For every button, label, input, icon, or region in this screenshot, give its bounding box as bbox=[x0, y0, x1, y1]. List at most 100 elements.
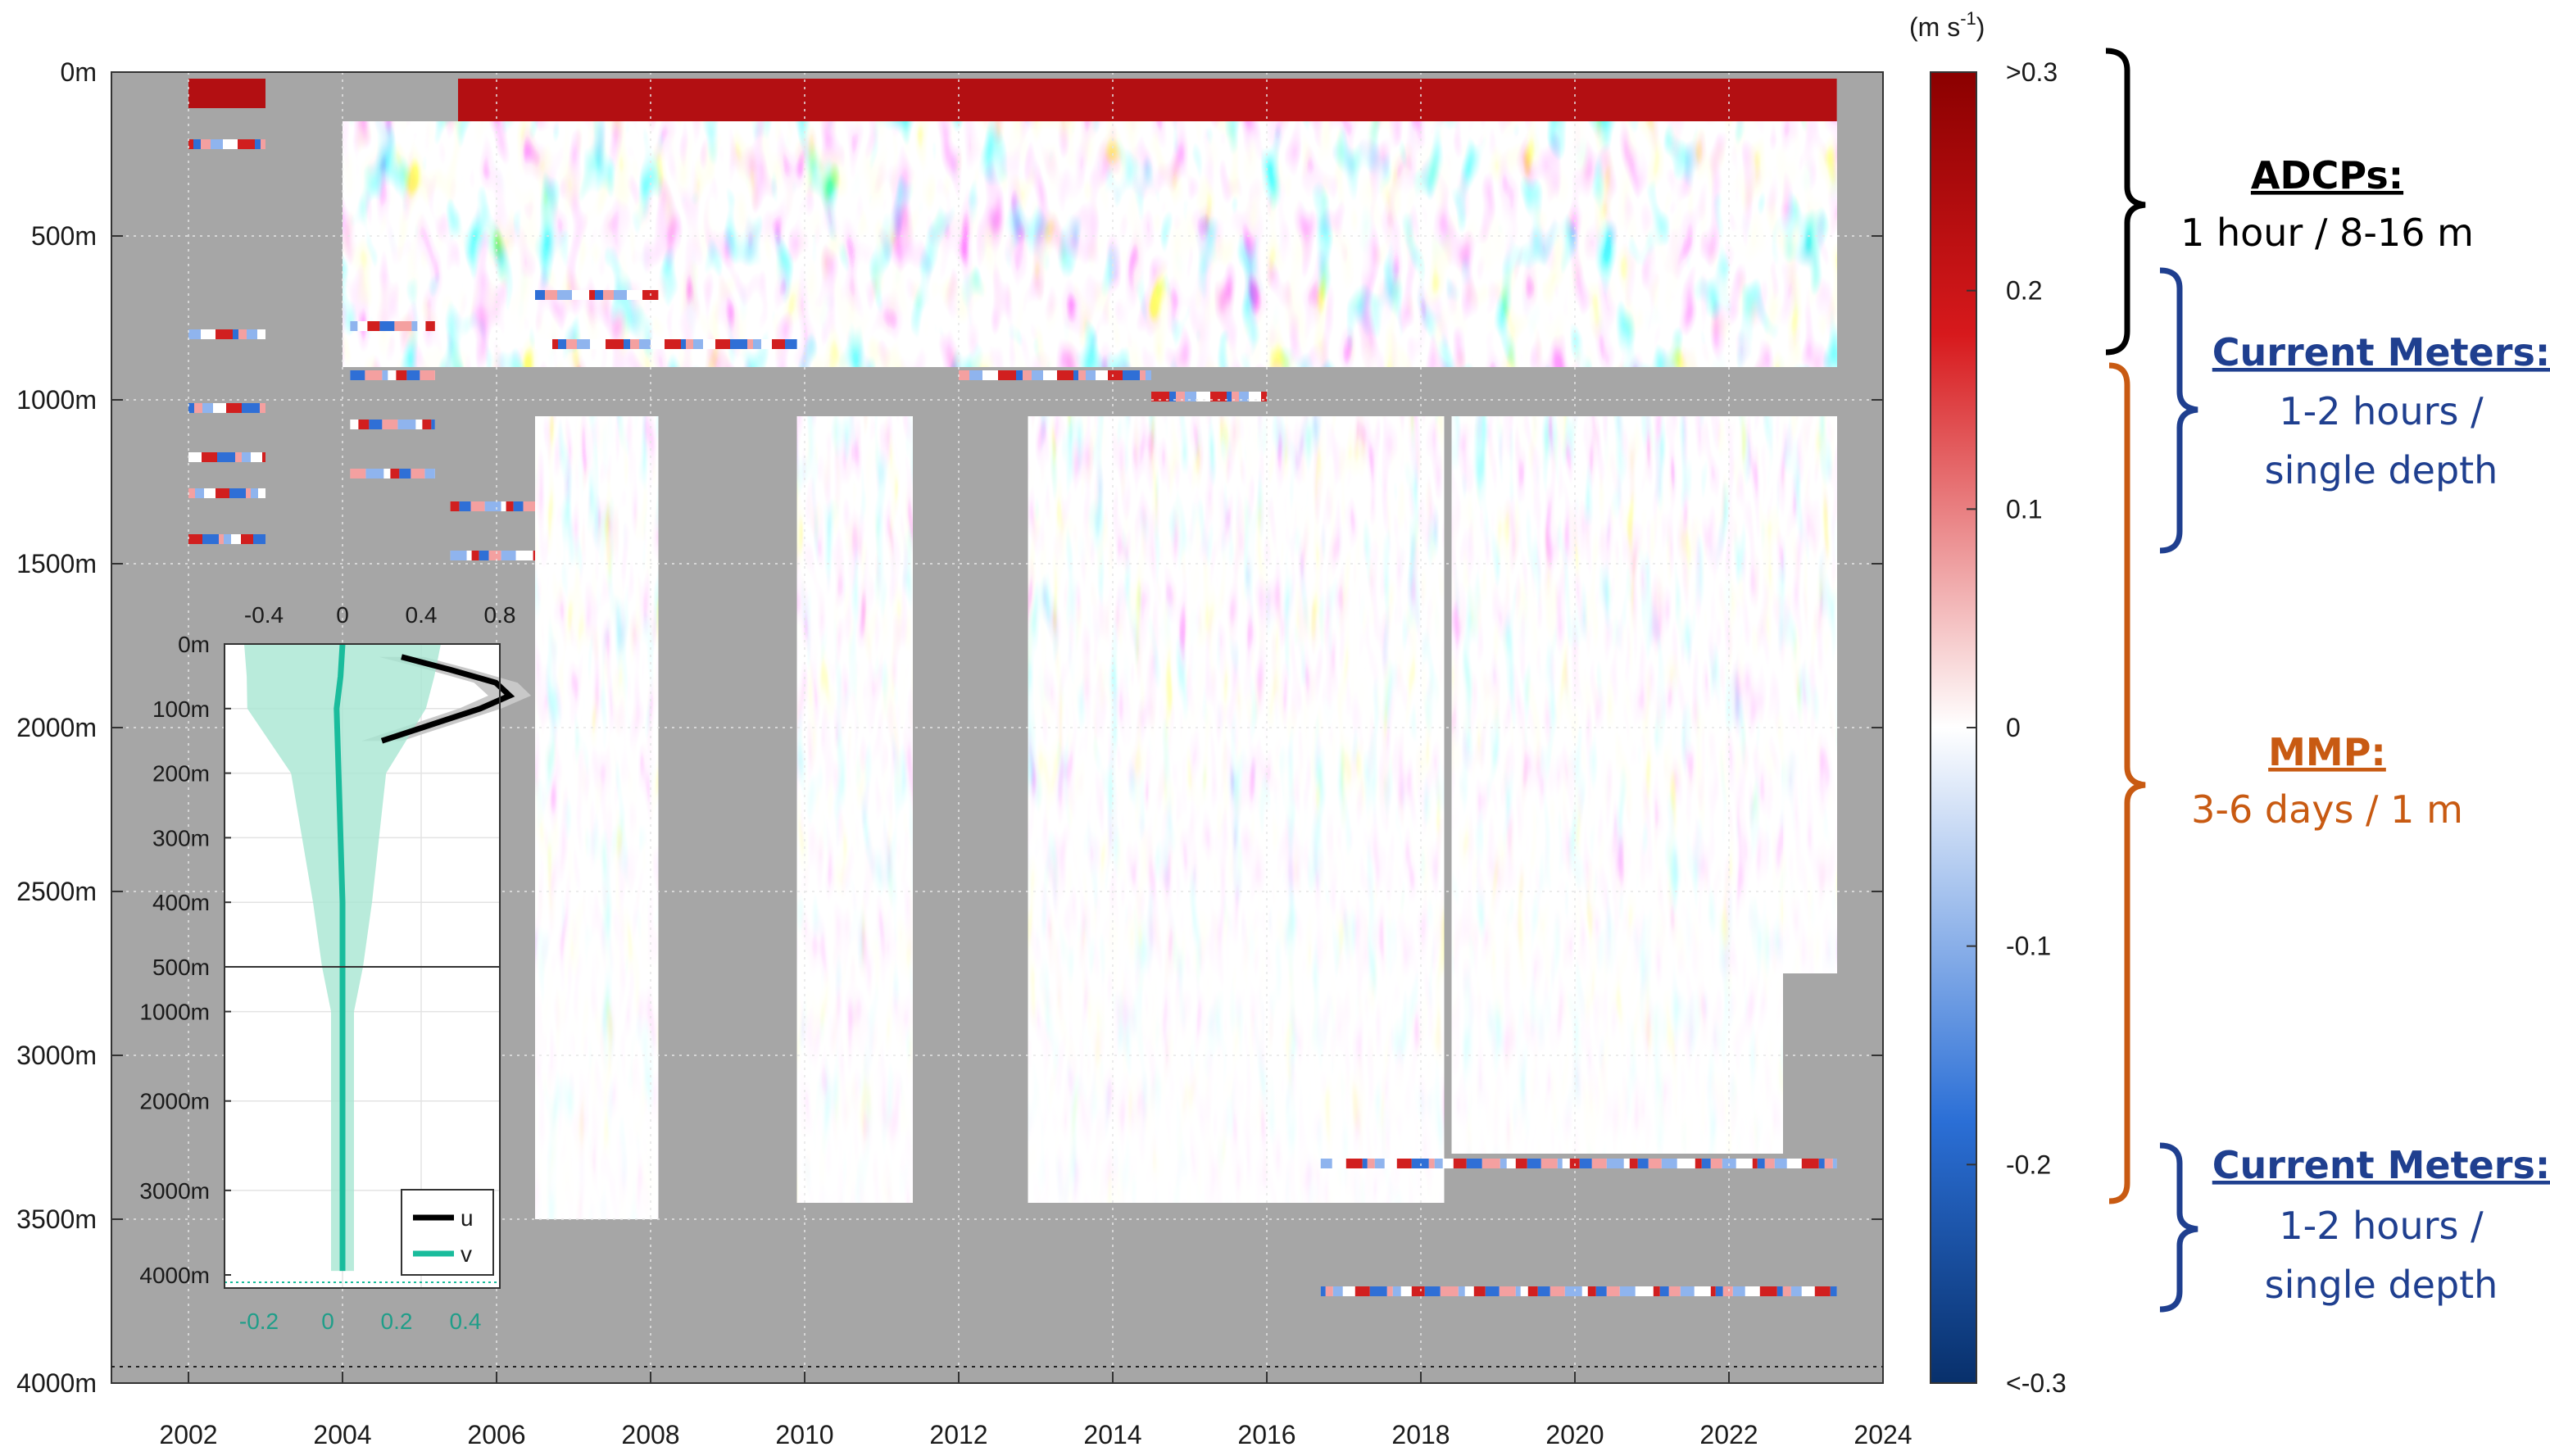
current-meters-upper-detail-2: single depth bbox=[2265, 448, 2498, 492]
mooring-line-1 bbox=[188, 329, 265, 339]
y-tick-label: 0m bbox=[61, 57, 97, 87]
mooring-line-8 bbox=[350, 420, 435, 429]
current-meters-upper-title: Current Meters: bbox=[2212, 330, 2550, 374]
x-axis-ticks: 2002 2004 2006 2008 2010 2012 2014 2016 2018 2020… bbox=[159, 1372, 1912, 1449]
adcp-detail: 1 hour / 8-16 m bbox=[2180, 211, 2474, 255]
mooring-line-7 bbox=[350, 370, 435, 380]
data-block-fade-7 bbox=[1782, 416, 1837, 973]
mooring-line-13 bbox=[535, 339, 797, 349]
colorbar-tick-label: 0.2 bbox=[2006, 276, 2042, 306]
x-tick-label: 2024 bbox=[1854, 1420, 1912, 1449]
current-meter-bracket-lower bbox=[2159, 1142, 2198, 1313]
inset-ticks: -0.4 0 0.4 0.8 -0.2 0 0.2 0.4 0m 100m 200m 300m 400m… bbox=[139, 602, 515, 1334]
current-meter-bracket-upper bbox=[2159, 267, 2198, 554]
y-tick-label: 3500m bbox=[16, 1204, 97, 1234]
velocity-data-blocks bbox=[188, 79, 1837, 1219]
colorbar-unit: (m s-1) bbox=[1909, 8, 1985, 42]
inset-top-tick: -0.4 bbox=[244, 602, 284, 628]
colorbar-tick-label: 0.1 bbox=[2006, 494, 2042, 524]
x-tick-label: 2008 bbox=[621, 1420, 679, 1449]
inset-upper-depth-tick: 100m bbox=[152, 696, 210, 722]
mooring-line-17 bbox=[1320, 1286, 1837, 1296]
inset-lower-depth-tick: 4000m bbox=[139, 1263, 210, 1288]
x-tick-label: 2004 bbox=[313, 1420, 371, 1449]
inset-legend bbox=[401, 1189, 494, 1276]
mooring-line-2 bbox=[188, 403, 265, 413]
x-tick-label: 2006 bbox=[467, 1420, 525, 1449]
mmp-title: MMP: bbox=[2268, 730, 2386, 774]
mooring-line-15 bbox=[1151, 392, 1267, 401]
inset-upper-depth-tick: 300m bbox=[152, 825, 210, 850]
mooring-line-4 bbox=[188, 488, 265, 498]
data-block-fade-5 bbox=[1028, 416, 1445, 1203]
legend-label-u: u bbox=[461, 1205, 474, 1231]
mooring-line-14 bbox=[959, 370, 1151, 380]
mooring-line-6 bbox=[350, 321, 435, 331]
inset-upper-depth-tick: 0m bbox=[178, 632, 210, 657]
inset-upper-depth-tick: 500m bbox=[152, 955, 210, 980]
mooring-line-11 bbox=[450, 551, 535, 560]
x-tick-label: 2010 bbox=[775, 1420, 833, 1449]
y-tick-label: 2500m bbox=[16, 877, 97, 906]
y-tick-label: 1500m bbox=[16, 549, 97, 578]
y-tick-label: 500m bbox=[31, 221, 97, 251]
inset-lower-depth-tick: 2000m bbox=[139, 1089, 210, 1114]
inset-bottom-tick: 0 bbox=[321, 1309, 334, 1334]
inset-bottom-tick: 0.4 bbox=[450, 1309, 482, 1334]
colorbar-tick-label: -0.2 bbox=[2006, 1150, 2051, 1179]
mooring-line-3 bbox=[188, 452, 265, 462]
v-series-line bbox=[333, 643, 346, 1272]
inset-top-tick: 0.8 bbox=[484, 602, 516, 628]
data-block-0 bbox=[188, 79, 265, 108]
y-tick-label: 3000m bbox=[16, 1041, 97, 1070]
x-tick-label: 2012 bbox=[929, 1420, 987, 1449]
data-block-1 bbox=[458, 79, 1837, 121]
colorbar-tick-label: >0.3 bbox=[2006, 57, 2058, 87]
inset-bottom-tick: 0.2 bbox=[381, 1309, 413, 1334]
adcp-bracket bbox=[2105, 48, 2146, 356]
current-meters-lower-detail-2: single depth bbox=[2265, 1263, 2498, 1307]
y-axis-ticks: 0m 500m 1000m 1500m 2000m 2500m 3000m 3500m 4000… bbox=[16, 57, 1883, 1398]
y-tick-label: 1000m bbox=[16, 385, 97, 415]
adcp-title: ADCPs: bbox=[2251, 153, 2403, 197]
mooring-line-16 bbox=[1320, 1159, 1837, 1168]
x-tick-label: 2018 bbox=[1391, 1420, 1450, 1449]
inset-upper-depth-tick: 200m bbox=[152, 761, 210, 787]
data-block-fade-4 bbox=[796, 416, 913, 1203]
mean-profile-inset: -0.4 0 0.4 0.8 -0.2 0 0.2 0.4 0m 100m 200m 300m 400m… bbox=[139, 602, 532, 1334]
x-tick-label: 2016 bbox=[1237, 1420, 1295, 1449]
current-meters-lower-title: Current Meters: bbox=[2212, 1143, 2550, 1187]
inset-bottom-tick: -0.2 bbox=[239, 1309, 279, 1334]
inset-upper-depth-tick: 400m bbox=[152, 890, 210, 915]
y-tick-label: 2000m bbox=[16, 713, 97, 742]
mooring-line-5 bbox=[188, 534, 265, 544]
current-meters-lower-detail-1: 1-2 hours / bbox=[2279, 1204, 2484, 1248]
data-block-fade-3 bbox=[535, 416, 659, 1219]
y-tick-label: 4000m bbox=[16, 1368, 97, 1398]
x-tick-label: 2022 bbox=[1699, 1420, 1758, 1449]
mmp-bracket bbox=[2108, 362, 2146, 1204]
mooring-records bbox=[188, 139, 1837, 1296]
mooring-line-9 bbox=[350, 469, 435, 479]
x-tick-label: 2020 bbox=[1545, 1420, 1604, 1449]
u-series-line bbox=[380, 654, 515, 744]
legend-label-v: v bbox=[461, 1241, 472, 1267]
annotation-brackets bbox=[2105, 48, 2198, 1313]
inset-top-tick: 0 bbox=[336, 602, 349, 628]
mooring-line-10 bbox=[450, 501, 535, 511]
x-tick-label: 2014 bbox=[1083, 1420, 1141, 1449]
mooring-line-12 bbox=[535, 290, 659, 300]
colorbar-tick-label: <-0.3 bbox=[2006, 1368, 2067, 1398]
current-meters-upper-detail-1: 1-2 hours / bbox=[2279, 389, 2484, 433]
colorbar-ticks: >0.3 0.2 0.1 0 -0.1 -0.2 <-0.3 bbox=[1967, 57, 2067, 1398]
inset-lower-depth-tick: 1000m bbox=[139, 1000, 210, 1025]
mmp-detail: 3-6 days / 1 m bbox=[2191, 787, 2463, 832]
data-block-fade-6 bbox=[1451, 416, 1783, 1154]
data-block-2 bbox=[343, 121, 1837, 367]
colorbar-tick-label: 0 bbox=[2006, 713, 2021, 742]
mooring-line-0 bbox=[188, 139, 265, 149]
x-tick-label: 2002 bbox=[159, 1420, 217, 1449]
inset-top-tick: 0.4 bbox=[406, 602, 438, 628]
inset-lower-depth-tick: 3000m bbox=[139, 1178, 210, 1204]
